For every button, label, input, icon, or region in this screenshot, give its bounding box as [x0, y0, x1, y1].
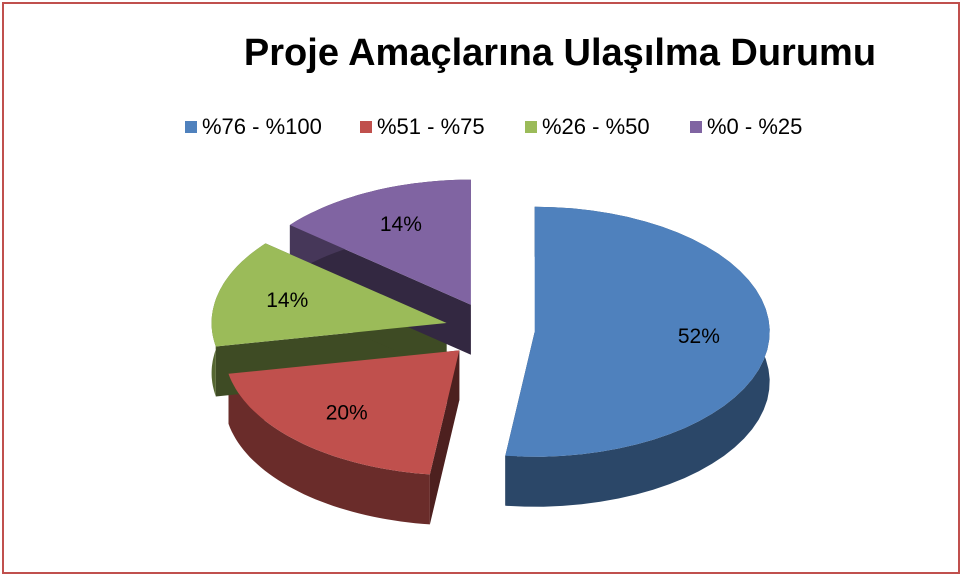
slice-labels: 52% 20% 14% 14% — [266, 213, 720, 425]
legend-swatch — [185, 121, 197, 133]
legend-label: %26 - %50 — [542, 114, 650, 139]
legend-label: %51 - %75 — [377, 114, 485, 139]
legend-label: %0 - %25 — [707, 114, 802, 139]
slice — [211, 243, 447, 347]
slice-tops — [211, 179, 770, 475]
legend-swatch — [360, 121, 372, 133]
legend-swatch — [690, 121, 702, 133]
data-label: 52% — [678, 325, 720, 348]
legend-label: %76 - %100 — [202, 114, 322, 139]
chart-title: Proje Amaçlarına Ulaşılma Durumu — [244, 32, 876, 74]
slice — [289, 179, 471, 305]
data-label: 14% — [380, 213, 422, 236]
data-label: 14% — [266, 289, 308, 312]
slice — [228, 350, 460, 475]
data-label: 20% — [326, 402, 368, 425]
slice-side — [228, 373, 430, 525]
slice — [505, 206, 770, 457]
legend-swatch — [525, 121, 537, 133]
